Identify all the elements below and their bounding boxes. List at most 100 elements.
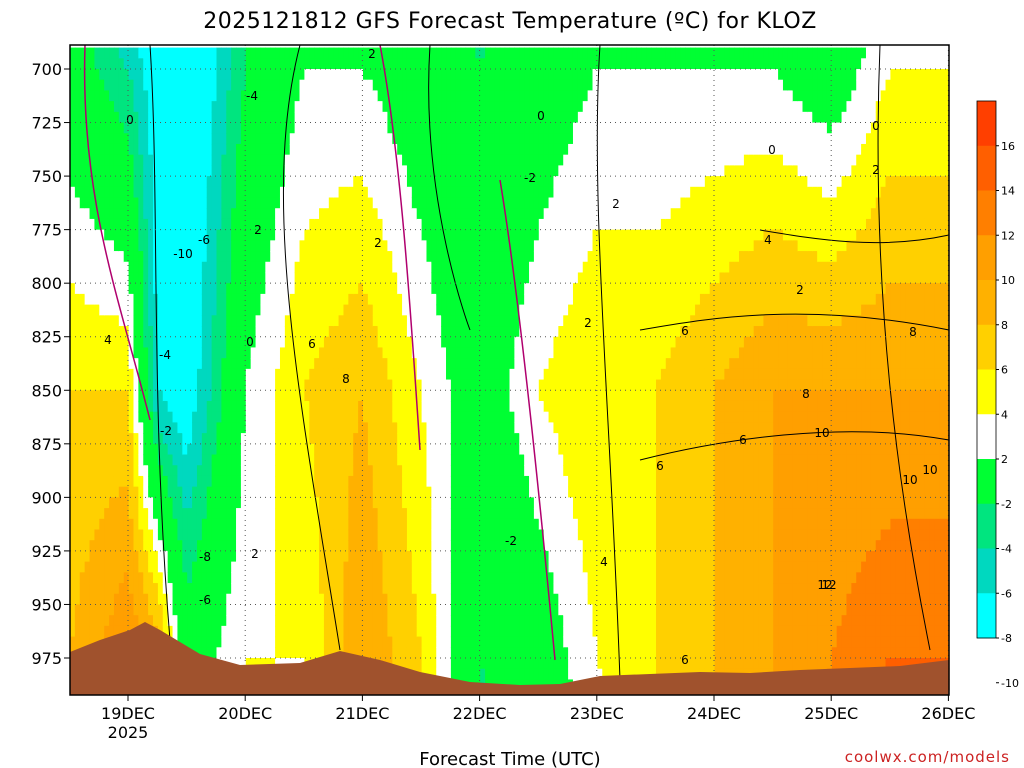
temperature-cell <box>348 550 354 563</box>
temperature-cell <box>450 165 457 177</box>
temperature-cell <box>279 454 286 466</box>
temperature-cell <box>431 658 437 670</box>
temperature-cell <box>377 122 384 134</box>
temperature-cell <box>299 486 305 498</box>
temperature-cell <box>118 261 125 274</box>
temperature-cell <box>128 422 135 434</box>
temperature-cell <box>211 143 218 156</box>
temperature-cell <box>455 540 462 552</box>
temperature-cell <box>377 647 384 659</box>
temperature-cell <box>319 508 325 520</box>
temperature-cell <box>84 508 91 520</box>
temperature-cell <box>192 304 198 316</box>
temperature-cell <box>245 368 252 381</box>
temperature-cell <box>89 422 96 434</box>
temperature-cell <box>455 133 462 145</box>
temperature-cell <box>441 143 447 156</box>
temperature-cell <box>104 90 110 102</box>
temperature-cell <box>358 647 364 659</box>
temperature-cell <box>284 154 291 166</box>
temperature-cell <box>446 90 452 102</box>
temperature-cell <box>309 240 315 252</box>
temperature-cell <box>128 101 135 113</box>
temperature-cell <box>79 272 86 284</box>
temperature-cell <box>289 272 296 284</box>
temperature-cell <box>162 304 169 316</box>
temperature-cell <box>167 518 174 531</box>
temperature-cell <box>450 251 457 263</box>
temperature-cell <box>143 283 149 295</box>
temperature-cell <box>104 208 110 220</box>
temperature-cell <box>475 154 481 166</box>
temperature-cell <box>294 143 301 156</box>
temperature-cell <box>157 604 164 616</box>
temperature-cell <box>245 304 252 316</box>
temperature-cell <box>167 486 174 498</box>
temperature-cell <box>363 390 369 402</box>
temperature-cell <box>358 390 364 402</box>
temperature-cell <box>289 518 296 531</box>
temperature-cell <box>109 475 115 488</box>
temperature-cell <box>206 133 213 145</box>
temperature-cell <box>304 604 310 616</box>
temperature-cell <box>289 540 296 552</box>
temperature-cell <box>289 465 296 477</box>
temperature-cell <box>299 647 305 659</box>
temperature-cell <box>421 176 428 188</box>
temperature-cell <box>177 293 183 306</box>
temperature-cell <box>275 336 281 349</box>
temperature-cell <box>79 101 86 113</box>
temperature-cell <box>441 293 447 306</box>
temperature-cell <box>123 229 130 241</box>
temperature-cell <box>309 625 315 638</box>
temperature-cell <box>236 518 242 531</box>
temperature-cell <box>323 358 330 370</box>
temperature-cell <box>455 518 462 531</box>
temperature-cell <box>148 572 154 584</box>
temperature-cell <box>231 261 237 274</box>
temperature-cell <box>446 133 452 145</box>
temperature-cell <box>441 336 447 349</box>
temperature-cell <box>226 400 232 413</box>
temperature-cell <box>99 390 105 402</box>
temperature-cell <box>348 572 354 584</box>
temperature-cell <box>113 379 120 391</box>
temperature-cell <box>162 251 169 263</box>
temperature-cell <box>74 101 81 113</box>
temperature-cell <box>231 433 237 445</box>
temperature-cell <box>455 283 462 295</box>
temperature-cell <box>211 379 218 391</box>
temperature-cell <box>470 218 476 231</box>
temperature-cell <box>406 443 413 456</box>
temperature-cell <box>475 176 481 188</box>
temperature-cell <box>196 347 203 359</box>
temperature-cell <box>416 79 423 92</box>
temperature-cell <box>236 400 242 413</box>
temperature-cell <box>314 454 320 466</box>
temperature-cell <box>182 240 188 252</box>
temperature-cell <box>138 133 144 145</box>
temperature-cell <box>99 165 105 177</box>
temperature-cell <box>167 133 174 145</box>
temperature-cell <box>187 433 193 445</box>
temperature-cell <box>94 593 100 606</box>
temperature-cell <box>148 261 154 274</box>
temperature-cell <box>94 615 100 627</box>
temperature-cell <box>284 251 291 263</box>
temperature-cell <box>250 47 257 59</box>
temperature-cell <box>470 497 476 509</box>
temperature-cell <box>211 197 218 209</box>
temperature-cell <box>250 261 257 274</box>
temperature-cell <box>162 272 169 284</box>
temperature-cell <box>309 422 315 434</box>
temperature-cell <box>377 186 384 199</box>
temperature-cell <box>382 326 389 338</box>
temperature-cell <box>84 58 91 70</box>
temperature-cell <box>465 101 472 113</box>
temperature-cell <box>265 518 271 531</box>
temperature-cell <box>270 293 276 306</box>
temperature-cell <box>328 133 335 145</box>
temperature-cell <box>333 422 340 434</box>
temperature-cell <box>294 508 301 520</box>
temperature-cell <box>270 143 276 156</box>
